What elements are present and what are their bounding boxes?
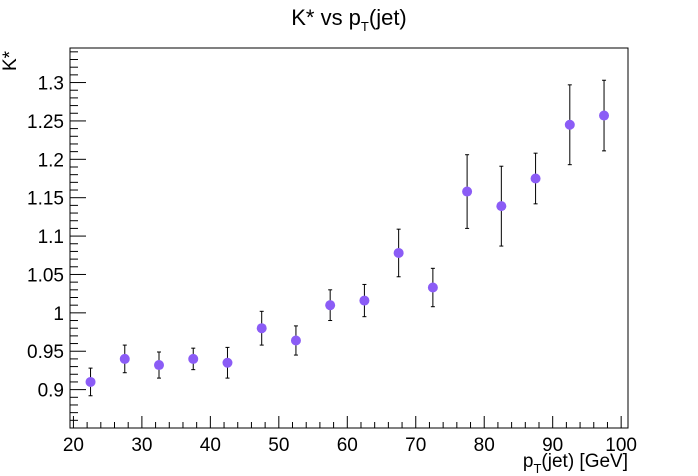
x-tick-label: 70 [405, 435, 426, 456]
y-tick-label: 1.2 [38, 150, 64, 171]
data-point [393, 247, 404, 258]
data-point [359, 295, 370, 306]
data-point [564, 119, 575, 130]
x-tick-label: 30 [131, 435, 152, 456]
chart-title-suffix: (jet) [369, 5, 407, 30]
y-tick-label: 1 [53, 304, 64, 325]
x-tick-label: 60 [337, 435, 358, 456]
data-point [256, 323, 267, 334]
data-point [119, 353, 130, 364]
data-point [496, 201, 507, 212]
x-tick-label: 80 [474, 435, 495, 456]
x-tick-label: 100 [605, 435, 637, 456]
y-tick-label: 1.3 [38, 74, 64, 95]
plot-frame [69, 47, 629, 429]
chart-title-main: K* vs p [291, 5, 361, 30]
data-point [599, 110, 610, 121]
data-point [530, 173, 541, 184]
chart-title: K* vs pT(jet) [291, 5, 407, 34]
data-point [325, 300, 336, 311]
y-tick-label: 0.9 [38, 381, 64, 402]
y-tick-label: 1.25 [27, 112, 64, 133]
y-tick-label: 1.15 [27, 189, 64, 210]
data-point [85, 376, 96, 387]
data-point [427, 282, 438, 293]
x-tick-label: 20 [63, 435, 84, 456]
data-point [188, 353, 199, 364]
x-tick-label: 50 [268, 435, 289, 456]
plot-area: 20 30 40 50 60 70 80 90 100 0.9 0.95 1 1.05 1.1 1.15 1.… [27, 47, 637, 456]
x-axis-title-suffix: (jet) [GeV] [541, 451, 628, 472]
data-point [154, 360, 165, 371]
y-tick-label: 1.1 [38, 227, 64, 248]
y-tick-label: 1.05 [27, 265, 64, 286]
y-axis-title: K* [0, 50, 21, 71]
data-point [222, 357, 233, 368]
x-axis-title: pT(jet) [GeV] [523, 451, 628, 476]
x-tick-label: 90 [542, 435, 563, 456]
x-tick-label: 40 [200, 435, 221, 456]
data-point [290, 335, 301, 346]
chart-title-subscript: T [361, 19, 369, 34]
x-axis-title-main: p [523, 451, 534, 472]
y-tick-label: 0.95 [27, 342, 64, 363]
x-axis-title-subscript: T [533, 461, 541, 476]
data-point [462, 186, 473, 197]
